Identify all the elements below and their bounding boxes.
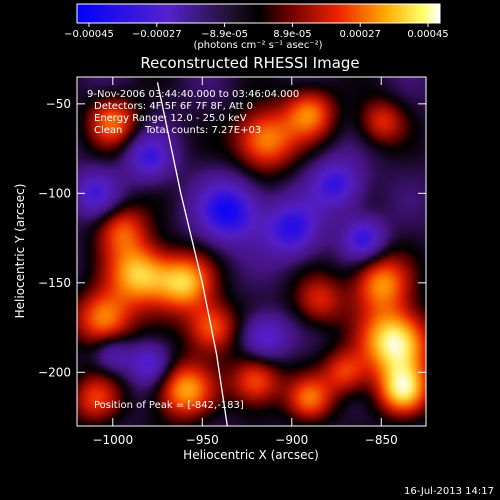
- plot-frame: [76, 76, 427, 427]
- x-axis-ticks: −1000 −950 −900 −850: [92, 77, 398, 447]
- x-tick-label: −1000: [92, 433, 133, 447]
- heatmap-raster: [77, 77, 426, 426]
- colorbar-gradient: [76, 3, 441, 24]
- y-tick-label: −50: [46, 97, 71, 111]
- colorbar: −0.00045 −0.00027 −8.9e-05 8.9e-05 0.00027 0.…: [64, 3, 449, 51]
- annotation-energy: Energy Range: 12.0 - 25.0 keV: [94, 113, 247, 124]
- colorbar-tick-label: 0.00045: [407, 29, 448, 40]
- solar-limb-curve: [156, 82, 228, 426]
- y-tick-label: −100: [38, 186, 71, 200]
- y-axis-ticks: −50 −100 −150 −200: [38, 97, 426, 379]
- colorbar-unit-label: (photons cm⁻² s⁻¹ asec⁻²): [193, 40, 322, 51]
- colorbar-tick-label: −0.00045: [64, 29, 114, 40]
- footer-date: 16-Jul-2013 14:17: [404, 486, 494, 497]
- annotation-counts: Total counts: 7.27E+03: [144, 125, 261, 136]
- y-axis-label: Heliocentric Y (arcsec): [13, 184, 27, 319]
- annotation-time-range: 9-Nov-2006 03:44:40.000 to 03:46:04.000: [87, 89, 299, 100]
- x-tick-label: −950: [186, 433, 219, 447]
- y-tick-label: −150: [38, 276, 71, 290]
- x-tick-label: −900: [275, 433, 308, 447]
- colorbar-tick-label: −0.00027: [132, 29, 182, 40]
- x-axis-label: Heliocentric X (arcsec): [183, 448, 319, 462]
- annotation-detectors: Detectors: 4F 5F 6F 7F 8F, Att 0: [94, 101, 253, 112]
- colorbar-tick-label: 0.00027: [340, 29, 381, 40]
- colorbar-tick-label: 8.9e-05: [273, 29, 311, 40]
- annotation-algorithm: Clean: [94, 125, 122, 136]
- annotation-peak: Position of Peak = [-842,-183]: [94, 400, 244, 411]
- chart-title: Reconstructed RHESSI Image: [140, 54, 359, 72]
- colorbar-tick-label: −8.9e-05: [201, 29, 248, 40]
- annotations: 9-Nov-2006 03:44:40.000 to 03:46:04.000 …: [87, 89, 299, 411]
- x-tick-label: −850: [365, 433, 398, 447]
- colorbar-ticks: −0.00045 −0.00027 −8.9e-05 8.9e-05 0.00027 0.…: [64, 23, 449, 40]
- heatmap-image: [77, 77, 426, 426]
- y-tick-label: −200: [38, 365, 71, 379]
